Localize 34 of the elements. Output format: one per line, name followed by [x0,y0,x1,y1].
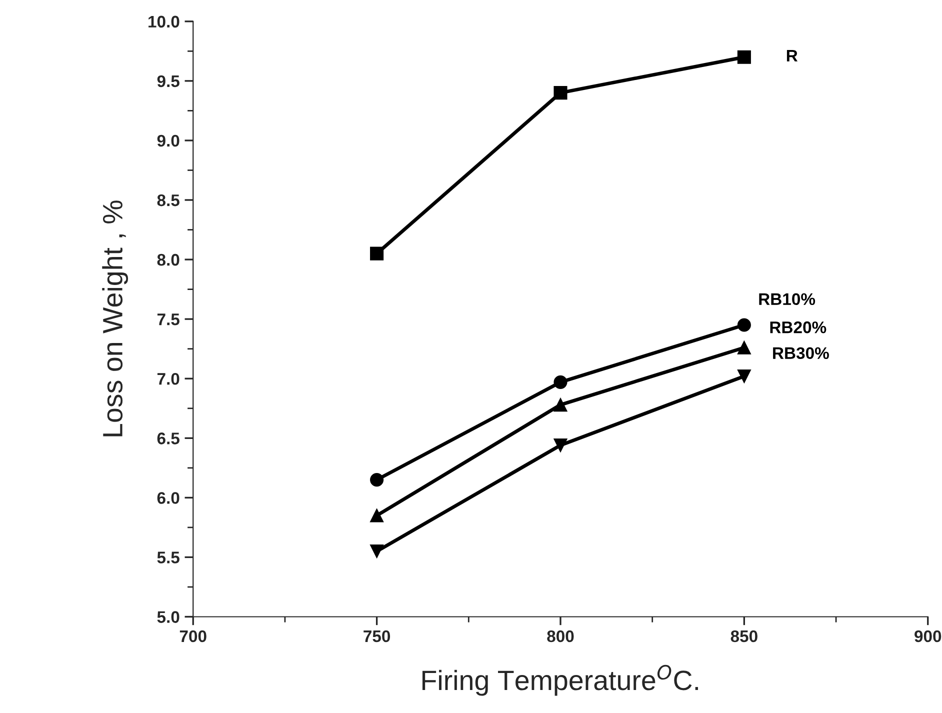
point [370,508,384,522]
point [370,246,384,260]
series-label: RB10% [759,293,816,306]
point [737,318,751,332]
point [554,86,568,100]
y-tick-label: 6.0 [157,492,180,504]
point [554,375,568,389]
y-tick-label: 9.0 [157,134,180,147]
y-tick-label: 8.5 [157,194,180,206]
point [554,398,568,412]
point [370,544,384,558]
point [737,340,751,354]
point [554,438,568,452]
text: R [786,50,798,62]
y-tick-label: 8.0 [157,254,180,266]
y-tick-label: 5.5 [157,552,180,564]
point [737,50,751,64]
y-tick-label: 5.0 [157,611,180,623]
y-axis-title: Loss on Weight , % [102,200,128,436]
series-label: RB20% [770,321,826,334]
y-tick-label: 10.0 [148,16,180,28]
x-tick-label: 700 [180,630,206,642]
x-tick-label: 850 [730,630,758,642]
y-tick-label: 9.5 [157,75,180,88]
x-tick-label: 750 [364,630,390,642]
x-tick-label: 900 [914,630,942,642]
x-axis-title: Firing Temperature$^{O}$C. [422,664,698,696]
y-tick-label: 7.5 [157,314,180,326]
point [737,369,751,383]
series-label: RB30% [773,347,829,360]
y-tick-label: 6.5 [157,432,180,444]
point [370,473,384,487]
x-tick-label: 800 [547,630,574,642]
y-tick-label: 7.0 [157,373,180,385]
